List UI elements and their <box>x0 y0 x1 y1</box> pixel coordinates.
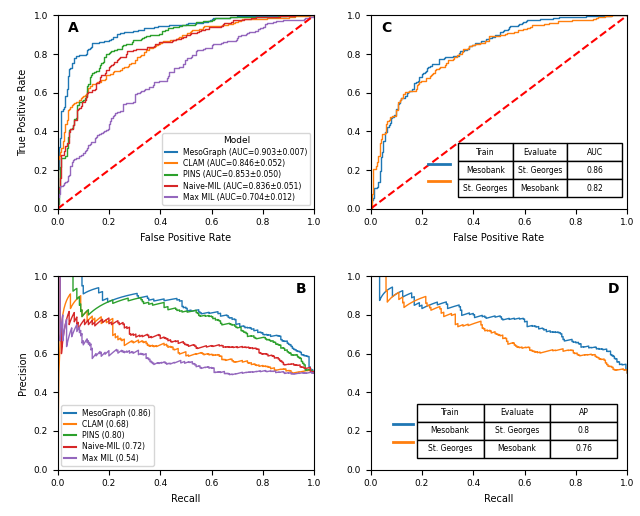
Y-axis label: True Positive Rate: True Positive Rate <box>18 69 28 156</box>
Legend: MesoGraph (AUC=0.903±0.007), CLAM (AUC=0.846±0.052), PINS (AUC=0.853±0.050), Nai: MesoGraph (AUC=0.903±0.007), CLAM (AUC=0… <box>163 133 310 205</box>
X-axis label: Recall: Recall <box>172 494 200 504</box>
X-axis label: False Positive Rate: False Positive Rate <box>140 233 232 243</box>
Y-axis label: Precision: Precision <box>18 351 28 395</box>
Text: D: D <box>608 282 620 296</box>
Legend: MesoGraph (0.86), CLAM (0.68), PINS (0.80), Naive-MIL (0.72), Max MIL (0.54): MesoGraph (0.86), CLAM (0.68), PINS (0.8… <box>61 406 154 466</box>
X-axis label: False Positive Rate: False Positive Rate <box>453 233 545 243</box>
Text: A: A <box>68 21 79 35</box>
X-axis label: Recall: Recall <box>484 494 513 504</box>
Text: C: C <box>381 21 391 35</box>
Text: B: B <box>296 282 307 296</box>
